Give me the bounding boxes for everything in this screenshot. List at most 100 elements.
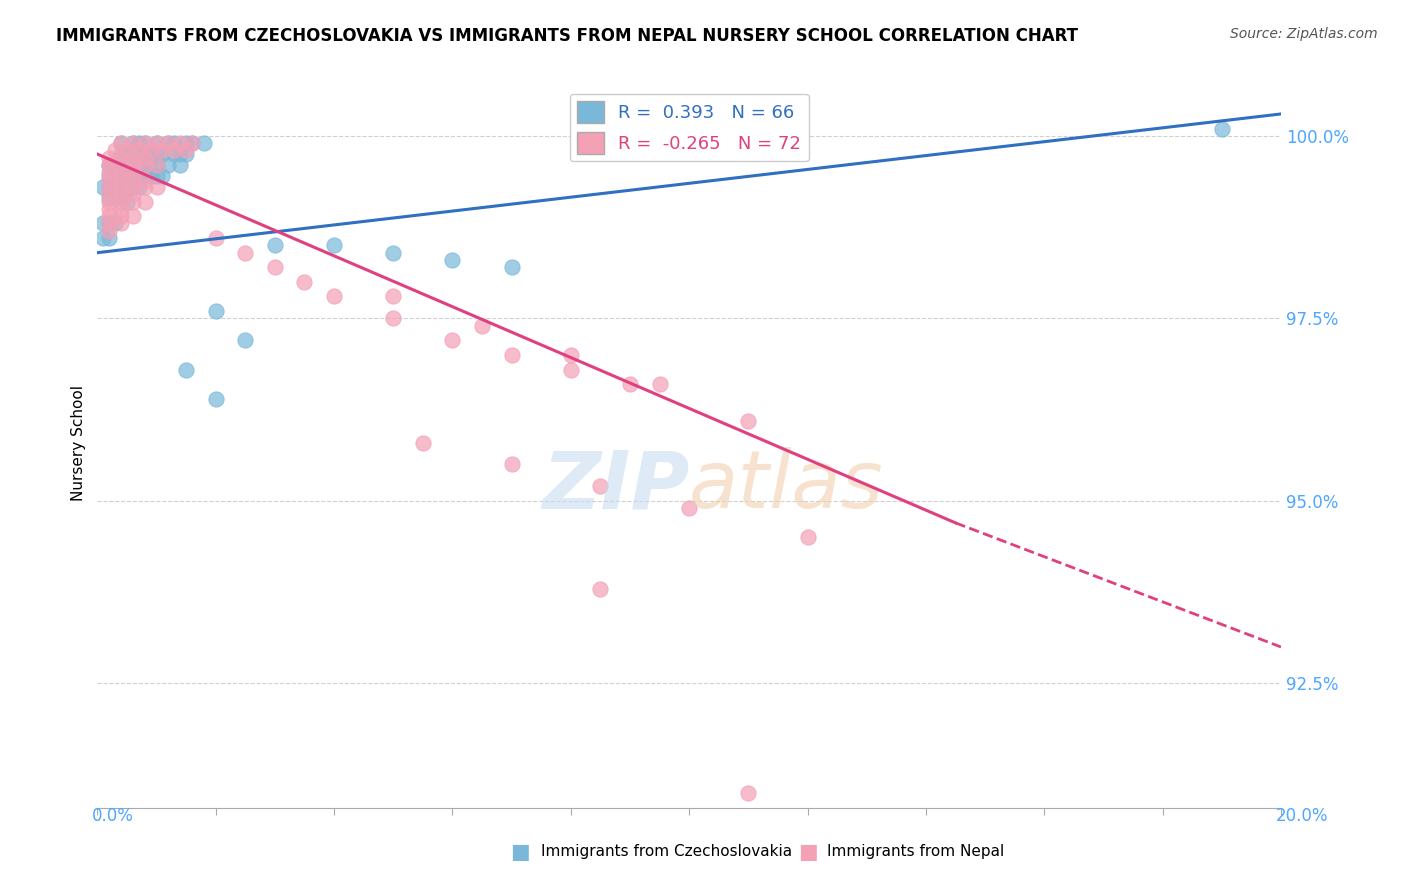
Point xyxy=(737,414,759,428)
Text: ■: ■ xyxy=(510,842,530,862)
Point xyxy=(104,158,127,172)
Point xyxy=(441,252,464,267)
Text: ZIP: ZIP xyxy=(541,448,689,525)
Point xyxy=(412,435,434,450)
Point xyxy=(134,151,156,165)
Point xyxy=(91,180,114,194)
Point xyxy=(134,158,156,172)
Point xyxy=(121,209,143,223)
Text: 0.0%: 0.0% xyxy=(91,807,134,825)
Point xyxy=(134,169,156,183)
Point xyxy=(110,147,132,161)
Point xyxy=(589,582,612,596)
Point xyxy=(169,136,191,150)
Point xyxy=(134,172,156,186)
Point xyxy=(501,458,523,472)
Point xyxy=(134,136,156,150)
Point xyxy=(294,275,316,289)
Text: Immigrants from Nepal: Immigrants from Nepal xyxy=(827,845,1004,859)
Point xyxy=(796,531,818,545)
Point xyxy=(128,144,150,158)
Point xyxy=(110,158,132,172)
Point xyxy=(98,172,121,186)
Point xyxy=(145,136,167,150)
Point xyxy=(121,136,143,150)
Point xyxy=(560,362,582,376)
Text: Source: ZipAtlas.com: Source: ZipAtlas.com xyxy=(1230,27,1378,41)
Point xyxy=(98,209,121,223)
Point xyxy=(501,348,523,362)
Point xyxy=(441,334,464,348)
Point xyxy=(98,165,121,179)
Point xyxy=(501,260,523,275)
Point xyxy=(110,136,132,150)
Point xyxy=(121,158,143,172)
Point xyxy=(264,260,287,275)
Point xyxy=(104,217,127,231)
Point xyxy=(110,136,132,150)
Point xyxy=(115,180,138,194)
Point xyxy=(98,217,121,231)
Point xyxy=(169,158,191,172)
Point xyxy=(174,147,197,161)
Point xyxy=(382,289,405,303)
Point xyxy=(98,151,121,165)
Point xyxy=(233,245,256,260)
Point xyxy=(471,318,494,333)
Text: atlas: atlas xyxy=(689,448,884,525)
Point xyxy=(115,169,138,183)
Point xyxy=(139,169,162,183)
Point xyxy=(121,165,143,179)
Point xyxy=(104,169,127,183)
Point xyxy=(145,158,167,172)
Point xyxy=(98,224,121,238)
Point xyxy=(110,180,132,194)
Point xyxy=(139,147,162,161)
Point xyxy=(181,136,204,150)
Point xyxy=(128,169,150,183)
Point xyxy=(134,194,156,209)
Point xyxy=(134,147,156,161)
Point xyxy=(98,180,121,194)
Point xyxy=(157,158,180,172)
Point xyxy=(157,136,180,150)
Text: 20.0%: 20.0% xyxy=(1277,807,1329,825)
Point xyxy=(204,231,226,245)
Point xyxy=(619,377,641,392)
Point xyxy=(110,191,132,205)
Point xyxy=(98,180,121,194)
Point xyxy=(110,209,132,223)
Point xyxy=(110,151,132,165)
Point xyxy=(128,158,150,172)
Point xyxy=(128,136,150,150)
Point xyxy=(145,147,167,161)
Point xyxy=(139,158,162,172)
Text: ■: ■ xyxy=(799,842,818,862)
Point xyxy=(110,169,132,183)
Point xyxy=(98,158,121,172)
Point xyxy=(648,377,671,392)
Point xyxy=(104,180,127,194)
Point xyxy=(98,194,121,209)
Point xyxy=(98,217,121,231)
Point xyxy=(121,151,143,165)
Y-axis label: Nursery School: Nursery School xyxy=(72,384,86,500)
Point xyxy=(121,172,143,186)
Point xyxy=(115,158,138,172)
Point xyxy=(382,311,405,326)
Point xyxy=(163,147,186,161)
Point xyxy=(145,169,167,183)
Point xyxy=(233,334,256,348)
Point xyxy=(737,786,759,800)
Point xyxy=(104,144,127,158)
Point xyxy=(110,172,132,186)
Point xyxy=(128,180,150,194)
Point xyxy=(110,202,132,216)
Point xyxy=(169,147,191,161)
Point xyxy=(115,147,138,161)
Point xyxy=(204,304,226,318)
Point xyxy=(121,136,143,150)
Point xyxy=(174,136,197,150)
Point xyxy=(157,136,180,150)
Point xyxy=(134,158,156,172)
